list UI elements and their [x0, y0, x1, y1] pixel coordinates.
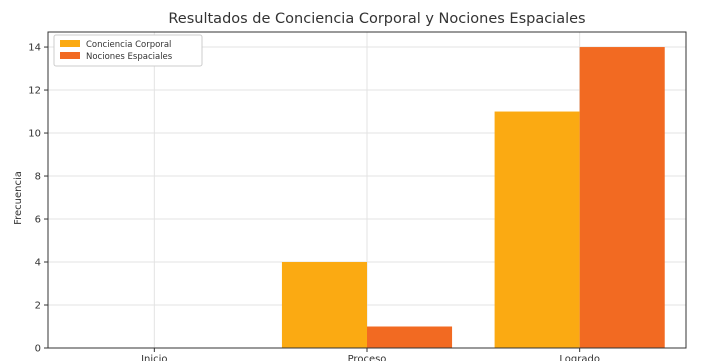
y-tick-label: 8	[35, 172, 41, 183]
x-tick-label: Inicio	[141, 354, 167, 361]
y-tick-label: 14	[28, 43, 41, 54]
axis-layer: 0 2 4 6 8 10 12 14 Inicio Proceso Logrado	[28, 31, 687, 361]
y-tick-label: 10	[28, 129, 41, 140]
plot-frame	[47, 31, 687, 349]
chart-title: Resultados de Conciencia Corporal y Noci…	[168, 11, 585, 27]
bar-nociones-espaciales	[367, 326, 453, 348]
y-tick-label: 0	[35, 344, 41, 355]
x-tick-label: Logrado	[559, 354, 600, 361]
legend-label: Conciencia Corporal	[86, 40, 171, 50]
bar-conciencia-corporal	[494, 111, 580, 348]
legend: Conciencia Corporal Nociones Espaciales	[53, 34, 203, 67]
legend-box	[53, 34, 203, 67]
legend-label: Nociones Espaciales	[86, 52, 173, 62]
bar-conciencia-corporal	[281, 262, 367, 348]
bar-nociones-espaciales	[579, 47, 665, 349]
y-tick-label: 6	[35, 215, 41, 226]
bars-layer	[281, 47, 665, 349]
y-tick-label: 12	[28, 86, 41, 97]
legend-swatch	[60, 40, 80, 47]
x-tick-label: Proceso	[348, 354, 387, 361]
y-tick-label: 4	[35, 258, 41, 269]
y-tick-label: 2	[35, 301, 41, 312]
legend-swatch	[60, 52, 80, 59]
y-axis-label: Frecuencia	[13, 171, 24, 225]
